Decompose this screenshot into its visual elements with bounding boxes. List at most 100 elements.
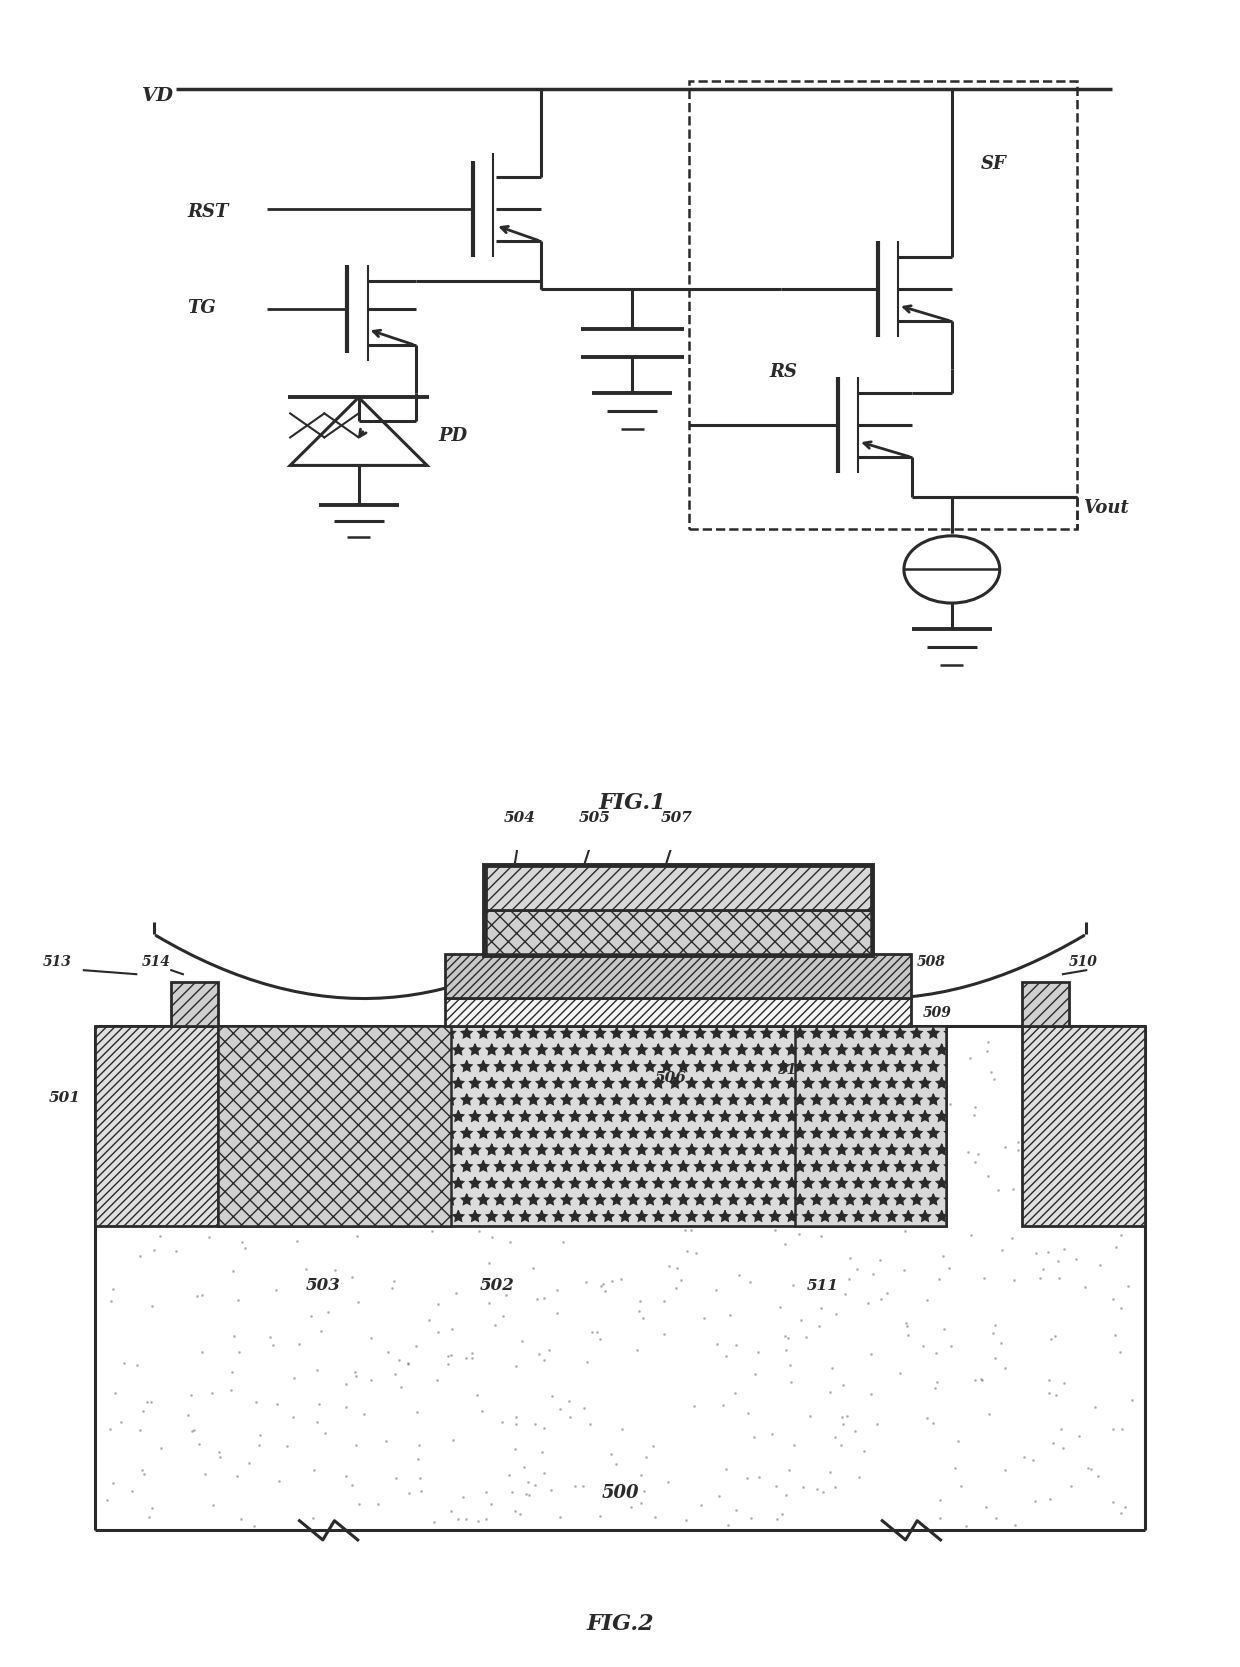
Point — [941, 1332, 961, 1359]
Point — [632, 1174, 652, 1200]
Point — [1029, 1147, 1049, 1174]
Text: Vout: Vout — [1083, 500, 1128, 517]
Point — [770, 1294, 790, 1320]
Point — [929, 1265, 949, 1292]
Point — [139, 1019, 159, 1045]
Point — [472, 1397, 492, 1424]
Point — [577, 1269, 596, 1295]
Point — [965, 1102, 985, 1129]
Point — [742, 1504, 761, 1530]
Point — [583, 1319, 603, 1345]
Point — [930, 1505, 950, 1532]
Point — [182, 1417, 202, 1444]
Point — [485, 1312, 505, 1339]
Point — [634, 1477, 653, 1504]
Point — [945, 1455, 965, 1482]
Point — [1059, 1145, 1079, 1172]
Point — [708, 1085, 728, 1112]
Text: 507: 507 — [661, 812, 693, 825]
Point — [590, 1327, 610, 1354]
Point — [469, 1187, 489, 1214]
Point — [408, 1445, 428, 1472]
Point — [476, 1479, 496, 1505]
Point — [930, 1487, 950, 1514]
Point — [456, 1505, 476, 1532]
Point — [832, 1404, 852, 1430]
Point — [694, 1305, 714, 1332]
Point — [341, 1104, 361, 1130]
Point — [1090, 1252, 1110, 1279]
Point — [642, 1432, 662, 1459]
Point — [482, 1059, 502, 1085]
Point — [345, 1210, 365, 1237]
Point — [1039, 1367, 1059, 1394]
Point — [877, 1020, 897, 1047]
Point — [738, 1400, 758, 1427]
Point — [304, 1457, 324, 1484]
Point — [340, 1087, 360, 1114]
Point — [389, 1347, 409, 1374]
Point — [150, 1435, 170, 1462]
Point — [1023, 1447, 1043, 1474]
Point — [1030, 1265, 1050, 1292]
Point — [784, 1432, 804, 1459]
Point — [730, 1114, 750, 1140]
Point — [336, 1462, 356, 1489]
Point — [463, 1345, 482, 1372]
Bar — [95, 1027, 218, 1227]
Text: PD: PD — [439, 427, 467, 445]
Point — [539, 1337, 559, 1364]
Point — [448, 1505, 467, 1532]
Point — [100, 1415, 120, 1442]
Point — [1081, 1455, 1101, 1482]
Point — [661, 1082, 681, 1109]
Point — [1078, 1455, 1097, 1482]
Point — [453, 1484, 472, 1510]
Point — [269, 1469, 289, 1495]
Point — [523, 1205, 543, 1232]
Point — [203, 1492, 223, 1519]
Point — [595, 1279, 615, 1305]
Point — [122, 1479, 141, 1505]
Point — [841, 1245, 861, 1272]
Point — [812, 1165, 832, 1192]
Text: TG: TG — [187, 300, 216, 317]
Point — [715, 1342, 735, 1369]
Point — [825, 1424, 844, 1450]
Point — [402, 1205, 422, 1232]
Point — [284, 1404, 304, 1430]
Point — [141, 1495, 161, 1522]
Point — [330, 1037, 350, 1064]
Point — [663, 1205, 683, 1232]
Point — [626, 1337, 646, 1364]
Point — [210, 1439, 229, 1465]
Point — [263, 1169, 283, 1195]
Point — [637, 1159, 657, 1185]
Point — [212, 1139, 232, 1165]
Point — [497, 1105, 517, 1132]
Point — [236, 1235, 255, 1262]
Point — [445, 1280, 465, 1307]
Point — [228, 1287, 248, 1314]
Point — [443, 1315, 463, 1342]
Point — [839, 1265, 859, 1292]
Point — [684, 1392, 704, 1419]
Point — [562, 1082, 582, 1109]
Point — [872, 1285, 892, 1312]
Point — [738, 1464, 758, 1490]
Point — [391, 1374, 410, 1400]
Point — [384, 1360, 404, 1387]
Point — [604, 1040, 624, 1067]
Point — [914, 1334, 934, 1360]
Point — [681, 1217, 701, 1244]
Point — [118, 1180, 138, 1207]
Point — [594, 1270, 614, 1297]
Point — [791, 1307, 811, 1334]
Point — [996, 1134, 1016, 1160]
Point — [1111, 1222, 1131, 1249]
Point — [833, 1410, 853, 1437]
Point — [325, 1257, 345, 1284]
Point — [880, 1187, 900, 1214]
Point — [657, 1469, 677, 1495]
Point — [221, 1377, 241, 1404]
